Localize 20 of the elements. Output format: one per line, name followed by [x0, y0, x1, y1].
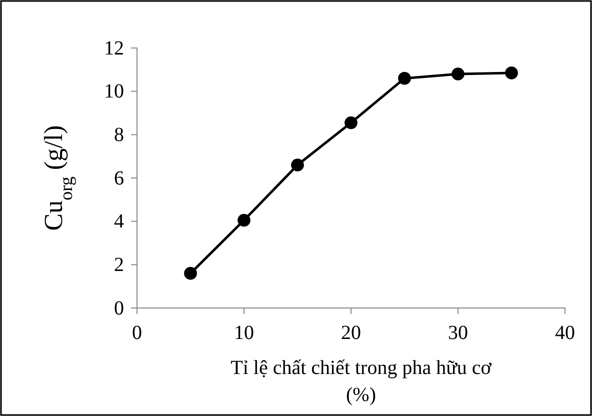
x-axis-title: Tỉ lệ chất chiết trong pha hữu cơ (%) [230, 357, 492, 406]
x-tick-label: 20 [341, 322, 361, 344]
y-tick-label: 12 [104, 37, 124, 60]
y-tick-label: 2 [114, 254, 124, 276]
y-tick-label: 8 [114, 124, 124, 146]
point [238, 214, 250, 227]
x-tick-label: 30 [448, 322, 468, 344]
point [184, 266, 197, 280]
y-tick-label: 0 [114, 297, 124, 320]
y-tick-label: 4 [114, 210, 124, 233]
point [398, 72, 411, 85]
point [505, 66, 518, 80]
x-tick-label: 40 [555, 322, 575, 344]
point [291, 158, 304, 172]
y-tick-label: 10 [104, 80, 124, 103]
point [344, 116, 358, 130]
x-tick-label: 10 [234, 322, 254, 344]
point [452, 68, 464, 80]
x-tick-label: 0 [132, 322, 142, 344]
y-tick-label: 6 [114, 167, 124, 190]
